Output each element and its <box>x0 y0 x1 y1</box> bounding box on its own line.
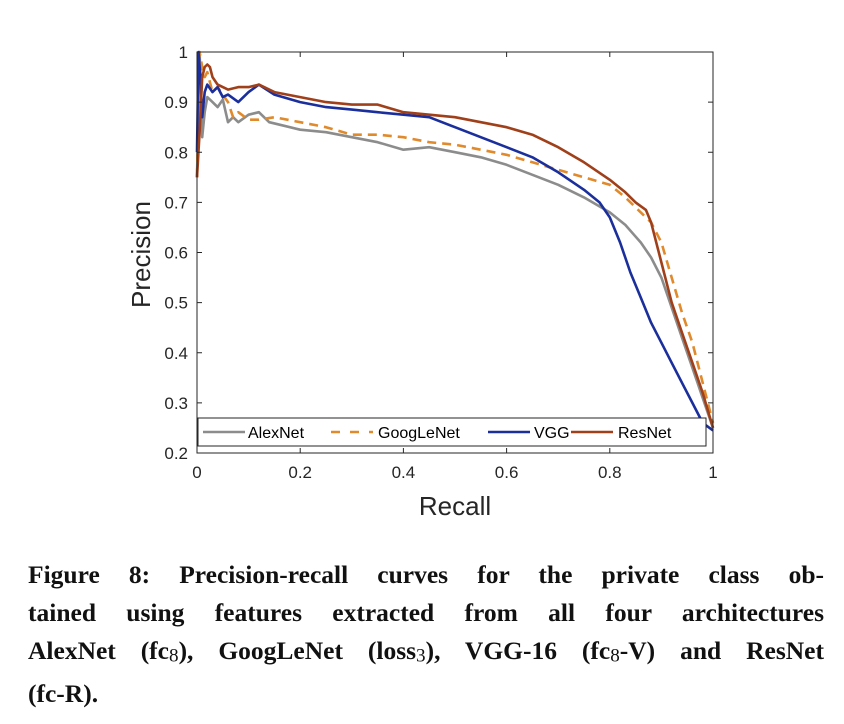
series-line-alexnet <box>195 50 715 429</box>
x-tick-label: 0.2 <box>288 463 312 482</box>
caption-line: tained using features extracted from all… <box>28 594 824 632</box>
axes-box <box>196 51 714 454</box>
y-tick-label: 0.8 <box>164 143 188 162</box>
caption-text: Figure 8: Precision-recall curves for th… <box>28 560 824 589</box>
series-line-resnet <box>195 63 715 429</box>
legend-label-resnet: ResNet <box>618 425 672 442</box>
x-tick-label: 0.6 <box>495 463 519 482</box>
legend-label-vgg: VGG <box>534 425 570 442</box>
x-tick-label: 0.8 <box>598 463 622 482</box>
y-tick-label: 0.2 <box>164 444 188 463</box>
ticks-layer: 0 0.2 0.4 0.6 0.8 10.20.30.40.50.60.70.80.91 <box>164 43 717 482</box>
caption-text: ), GoogLeNet (loss <box>178 636 417 665</box>
y-tick-label: 0.9 <box>164 93 188 112</box>
y-tick-label: 0.7 <box>164 193 188 212</box>
y-tick-label: 0.5 <box>164 294 188 313</box>
caption-text: AlexNet (fc <box>28 636 169 665</box>
caption-text: (fc-R). <box>28 679 99 709</box>
x-tick-label: 0.4 <box>392 463 416 482</box>
figure-caption: Figure 8: Precision-recall curves for th… <box>28 556 824 713</box>
caption-line: Figure 8: Precision-recall curves for th… <box>28 556 824 594</box>
caption-subscript: 8 <box>169 645 179 667</box>
x-tick-label: 1 <box>708 463 717 482</box>
caption-line: (fc-R). <box>28 675 824 713</box>
caption-text: ), VGG-16 (fc <box>425 636 611 665</box>
y-tick-label: 1 <box>179 43 188 62</box>
caption-text: -V) and ResNet <box>619 636 824 665</box>
curves-layer <box>195 50 715 432</box>
x-axis-title: Recall <box>419 491 491 521</box>
legend-box <box>197 417 707 447</box>
caption-subscript: 3 <box>416 645 426 667</box>
y-tick-label: 0.4 <box>164 344 188 363</box>
caption-line: AlexNet (fc8), GoogLeNet (loss3), VGG-16… <box>28 632 824 675</box>
y-tick-label: 0.6 <box>164 244 188 263</box>
caption-subscript: 8 <box>610 645 620 667</box>
x-tick-label: 0 <box>192 463 201 482</box>
caption-text: tained using features extracted from all… <box>28 598 824 627</box>
legend-label-googlenet: GoogLeNet <box>378 425 460 442</box>
precision-recall-chart: 0 0.2 0.4 0.6 0.8 10.20.30.40.50.60.70.80.91 … <box>126 43 718 521</box>
legend-label-alexnet: AlexNet <box>248 425 305 442</box>
y-tick-label: 0.3 <box>164 394 188 413</box>
y-axis-title: Precision <box>126 201 156 308</box>
legend: AlexNet GoogLeNet VGG ResNet <box>197 417 707 447</box>
series-line-vgg <box>195 50 714 432</box>
